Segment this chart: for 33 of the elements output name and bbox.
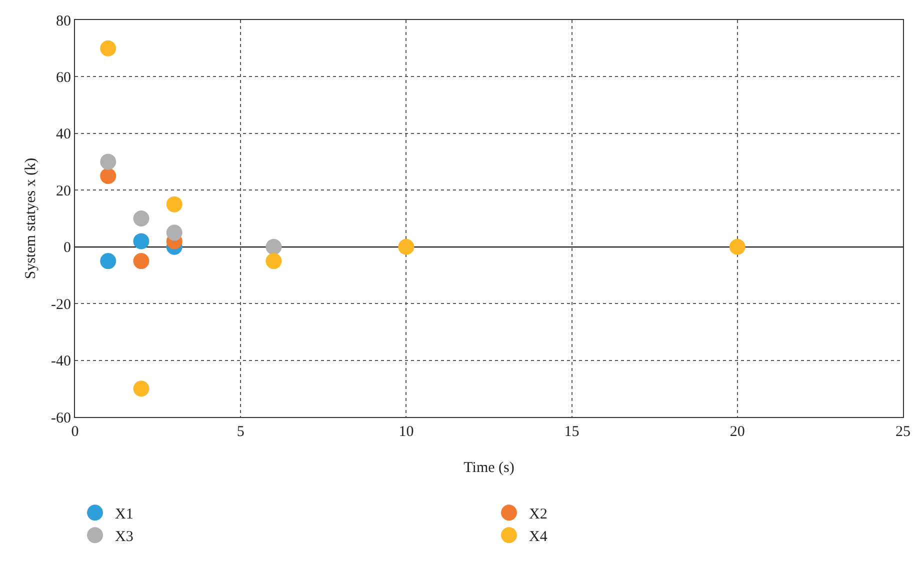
legend-label: X2 <box>529 506 548 522</box>
x-tick-label: 25 <box>896 424 910 440</box>
y-tick-label: -60 <box>51 410 71 426</box>
point <box>266 253 282 270</box>
legend-label: X4 <box>529 529 548 545</box>
point <box>133 210 150 226</box>
y-tick-label: 0 <box>64 240 71 256</box>
y-tick-label: -40 <box>51 354 71 370</box>
point <box>100 40 116 56</box>
point <box>100 154 116 170</box>
point <box>133 253 150 270</box>
legend-label: X3 <box>115 529 134 545</box>
y-tick-label: 40 <box>56 126 71 143</box>
legend-label: X1 <box>115 506 134 522</box>
x-tick-label: 20 <box>730 424 745 440</box>
point <box>266 238 282 255</box>
point <box>100 168 116 184</box>
y-tick-label: 60 <box>56 70 71 86</box>
y-tick-label: 20 <box>56 183 71 200</box>
x-tick-label: 15 <box>564 424 580 440</box>
point <box>166 224 182 241</box>
point <box>398 238 414 255</box>
y-tick-label: -20 <box>51 296 71 313</box>
point <box>166 196 182 212</box>
point <box>729 238 746 255</box>
x-axis-title: Time (s) <box>464 460 514 476</box>
x-tick-label: 5 <box>236 424 244 440</box>
y-tick-label: 80 <box>56 13 71 30</box>
y-axis-title: System statyes x (k) <box>23 158 39 280</box>
point <box>133 380 150 397</box>
x-tick-label: 10 <box>398 424 414 440</box>
point <box>100 253 116 270</box>
point <box>133 233 150 250</box>
